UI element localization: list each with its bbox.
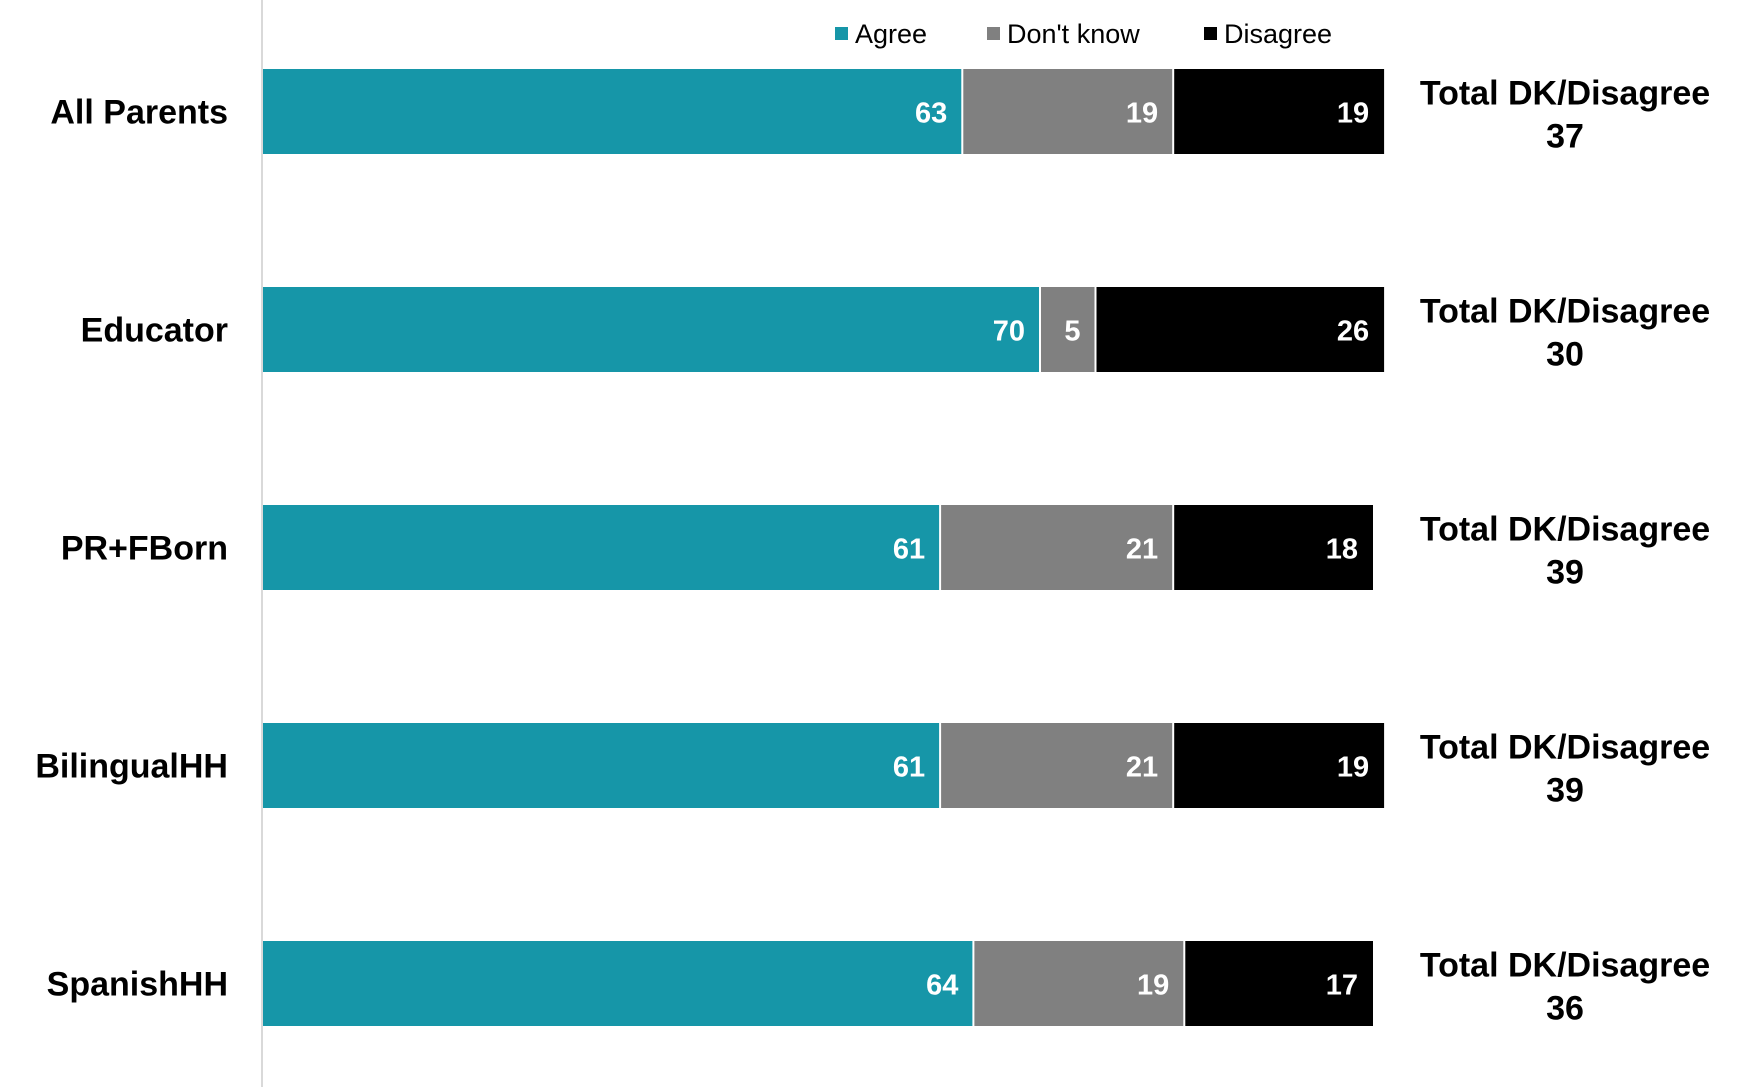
legend-swatch-don-t-know: [987, 27, 1000, 40]
category-label-bilingualhh: BilingualHH: [35, 748, 228, 786]
legend: Agree Don't know Disagree: [835, 19, 1332, 49]
bar-don-t-know-educator: [1040, 287, 1096, 372]
total-title-pr-fborn: Total DK/Disagree: [1420, 511, 1710, 549]
bar-disagree-all-parents: [1173, 69, 1385, 154]
data-label-agree-educator: 70: [993, 316, 1025, 348]
data-label-disagree-bilingualhh: 19: [1337, 752, 1369, 784]
category-label-educator: Educator: [81, 312, 228, 350]
data-label-don-t-know-all-parents: 19: [1126, 98, 1158, 130]
bars-group: All Parents 63 19 19 Total DK/Disagree 37 Educ…: [35, 69, 1710, 1028]
total-value-pr-fborn: 39: [1546, 554, 1584, 592]
data-label-disagree-all-parents: 19: [1337, 98, 1369, 130]
data-label-disagree-spanishhh: 17: [1326, 970, 1358, 1002]
total-value-all-parents: 37: [1546, 118, 1584, 156]
data-label-don-t-know-pr-fborn: 21: [1126, 534, 1158, 566]
bar-agree-bilingualhh: [263, 723, 941, 808]
total-value-spanishhh: 36: [1546, 990, 1584, 1028]
legend-label-disagree: Disagree: [1224, 19, 1332, 49]
total-title-all-parents: Total DK/Disagree: [1420, 75, 1710, 113]
data-label-agree-pr-fborn: 61: [893, 534, 925, 566]
data-label-disagree-pr-fborn: 18: [1326, 534, 1358, 566]
bar-don-t-know-bilingualhh: [940, 723, 1174, 808]
total-title-spanishhh: Total DK/Disagree: [1420, 947, 1710, 985]
bar-disagree-pr-fborn: [1173, 505, 1373, 590]
bar-don-t-know-pr-fborn: [940, 505, 1174, 590]
total-value-educator: 30: [1546, 336, 1584, 374]
bar-agree-educator: [263, 287, 1040, 372]
data-label-disagree-educator: 26: [1337, 316, 1369, 348]
data-label-agree-all-parents: 63: [915, 98, 947, 130]
category-label-all-parents: All Parents: [50, 94, 228, 132]
data-label-agree-bilingualhh: 61: [893, 752, 925, 784]
data-label-agree-spanishhh: 64: [926, 970, 958, 1002]
total-title-educator: Total DK/Disagree: [1420, 293, 1710, 331]
legend-label-agree: Agree: [855, 19, 927, 49]
bar-don-t-know-spanishhh: [973, 941, 1185, 1026]
legend-label-don-t-know: Don't know: [1007, 19, 1140, 49]
total-title-bilingualhh: Total DK/Disagree: [1420, 729, 1710, 767]
legend-swatch-disagree: [1204, 27, 1217, 40]
bar-disagree-spanishhh: [1184, 941, 1373, 1026]
bar-agree-all-parents: [263, 69, 963, 154]
bar-disagree-bilingualhh: [1173, 723, 1385, 808]
data-label-don-t-know-bilingualhh: 21: [1126, 752, 1158, 784]
bar-agree-pr-fborn: [263, 505, 941, 590]
data-label-don-t-know-spanishhh: 19: [1137, 970, 1169, 1002]
category-label-spanishhh: SpanishHH: [47, 966, 228, 1004]
legend-swatch-agree: [835, 27, 848, 40]
total-value-bilingualhh: 39: [1546, 772, 1584, 810]
bar-agree-spanishhh: [263, 941, 974, 1026]
category-label-pr-fborn: PR+FBorn: [61, 530, 228, 568]
bar-disagree-educator: [1095, 287, 1385, 372]
bar-don-t-know-all-parents: [962, 69, 1174, 154]
data-label-don-t-know-educator: 5: [1064, 316, 1080, 348]
